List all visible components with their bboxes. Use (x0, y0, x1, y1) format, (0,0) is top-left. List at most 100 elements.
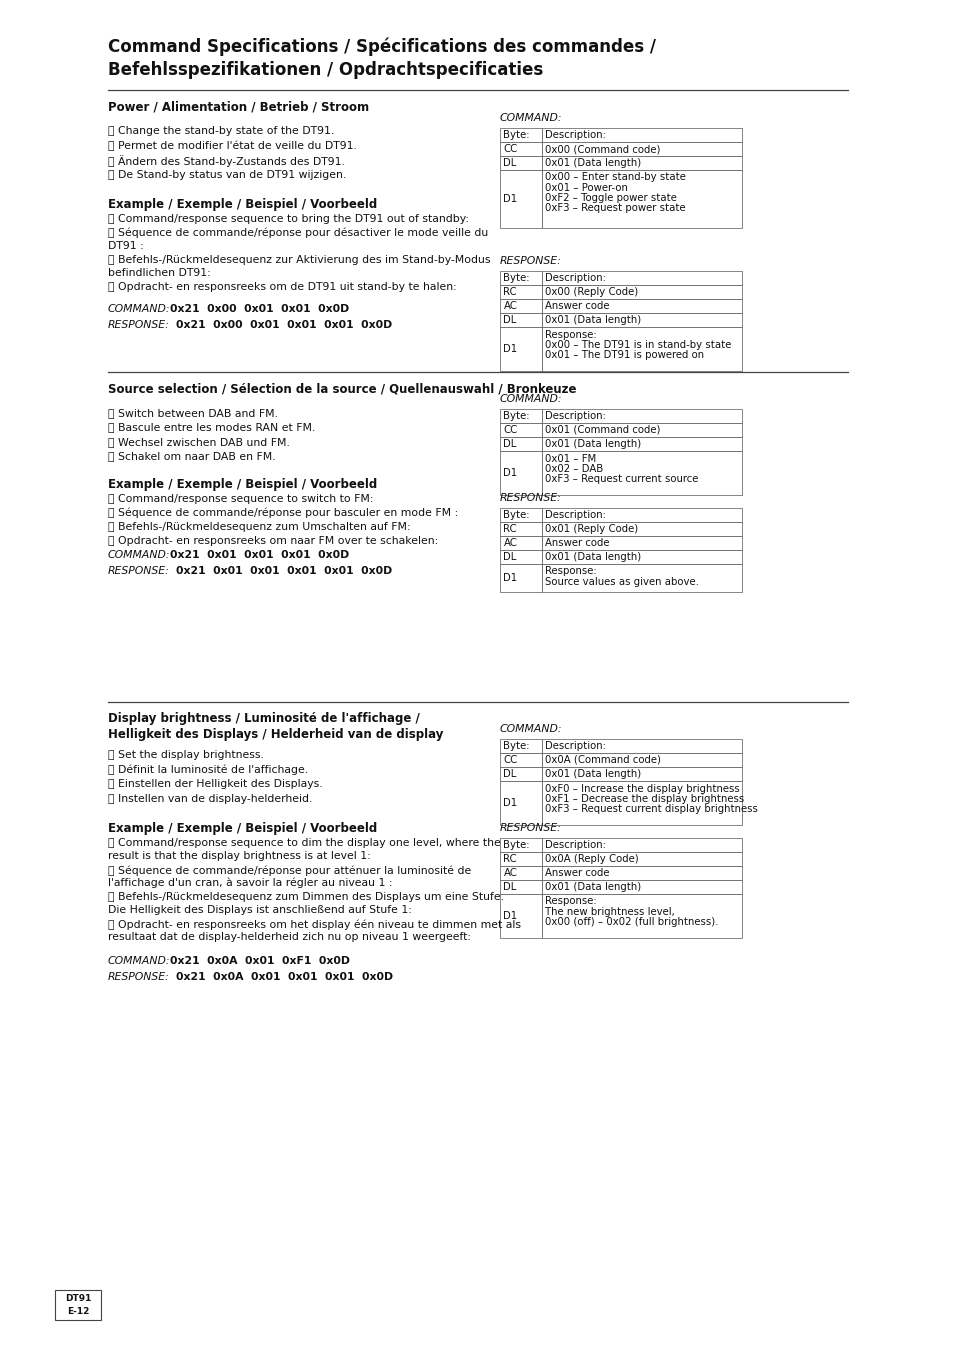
Text: The new brightness level,: The new brightness level, (545, 907, 675, 917)
Bar (499, 327, 541, 371)
Text: 0x01 (Data length): 0x01 (Data length) (545, 882, 641, 892)
Bar (499, 549, 541, 564)
Text: DT91 :: DT91 : (108, 242, 144, 251)
Bar (541, 285, 741, 298)
Text: 0x00 (Reply Code): 0x00 (Reply Code) (545, 288, 639, 297)
Text: ⓞ Switch between DAB and FM.: ⓞ Switch between DAB and FM. (108, 408, 277, 418)
Bar (541, 536, 741, 549)
Bar (499, 782, 541, 825)
Text: ⓓ Wechsel zwischen DAB und FM.: ⓓ Wechsel zwischen DAB und FM. (108, 437, 290, 447)
Bar (499, 865, 541, 880)
Bar (541, 738, 741, 753)
Bar (541, 880, 741, 894)
Text: AC: AC (503, 868, 517, 878)
Bar (541, 327, 741, 371)
Text: ⓓ Ändern des Stand-by-Zustands des DT91.: ⓓ Ändern des Stand-by-Zustands des DT91. (108, 155, 345, 167)
Text: ⓞ Set the display brightness.: ⓞ Set the display brightness. (108, 751, 264, 760)
Bar (541, 170, 741, 228)
Text: ⓝ Opdracht- en responsreeks om de DT91 uit stand-by te halen:: ⓝ Opdracht- en responsreeks om de DT91 u… (108, 282, 456, 292)
Text: 0xF3 – Request current display brightness: 0xF3 – Request current display brightnes… (545, 803, 758, 814)
Text: RC: RC (503, 855, 517, 864)
Text: RC: RC (503, 288, 517, 297)
Text: Byte:: Byte: (503, 273, 530, 284)
Text: RESPONSE:: RESPONSE: (108, 320, 170, 329)
Bar (499, 508, 541, 522)
Text: ⓞ Command/response sequence to switch to FM:: ⓞ Command/response sequence to switch to… (108, 494, 374, 504)
Text: 0x21  0x0A  0x01  0xF1  0x0D: 0x21 0x0A 0x01 0xF1 0x0D (170, 956, 350, 967)
Text: COMMAND:: COMMAND: (499, 113, 562, 123)
Text: ⓕ Définit la luminosité de l'affichage.: ⓕ Définit la luminosité de l'affichage. (108, 764, 308, 775)
Bar (541, 767, 741, 782)
Text: COMMAND:: COMMAND: (499, 724, 562, 734)
Bar (541, 782, 741, 825)
Text: Byte:: Byte: (503, 410, 530, 421)
Text: DL: DL (503, 315, 517, 325)
Bar (541, 894, 741, 938)
Bar (499, 564, 541, 593)
Text: 0x0A (Command code): 0x0A (Command code) (545, 755, 660, 765)
Text: Answer code: Answer code (545, 301, 609, 310)
Text: Die Helligkeit des Displays ist anschließend auf Stufe 1:: Die Helligkeit des Displays ist anschlie… (108, 904, 412, 915)
Text: ⓞ Change the stand-by state of the DT91.: ⓞ Change the stand-by state of the DT91. (108, 126, 334, 136)
Text: Description:: Description: (545, 273, 606, 284)
Text: Description:: Description: (545, 510, 606, 520)
Bar (499, 767, 541, 782)
Bar (499, 536, 541, 549)
Text: Byte:: Byte: (503, 840, 530, 850)
Bar (499, 838, 541, 852)
Text: ⓞ Command/response sequence to bring the DT91 out of standby:: ⓞ Command/response sequence to bring the… (108, 215, 469, 224)
Bar (541, 437, 741, 451)
Bar (541, 451, 741, 495)
Bar (541, 753, 741, 767)
Text: D1: D1 (503, 344, 517, 354)
Text: COMMAND:: COMMAND: (108, 549, 171, 560)
Text: Response:: Response: (545, 329, 597, 339)
Text: befindlichen DT91:: befindlichen DT91: (108, 269, 211, 278)
Bar (541, 423, 741, 437)
Bar (499, 852, 541, 865)
Text: RESPONSE:: RESPONSE: (499, 824, 561, 833)
Bar (541, 865, 741, 880)
Bar (499, 880, 541, 894)
Text: DL: DL (503, 158, 517, 167)
Text: RESPONSE:: RESPONSE: (499, 493, 561, 504)
Bar (541, 522, 741, 536)
Text: DL: DL (503, 552, 517, 562)
Text: ⓝ De Stand-by status van de DT91 wijzigen.: ⓝ De Stand-by status van de DT91 wijzige… (108, 170, 346, 180)
Bar (499, 285, 541, 298)
Text: ⓕ Permet de modifier l'état de veille du DT91.: ⓕ Permet de modifier l'état de veille du… (108, 140, 356, 151)
Text: 0x02 – DAB: 0x02 – DAB (545, 463, 603, 474)
Bar (499, 423, 541, 437)
Text: COMMAND:: COMMAND: (499, 394, 562, 404)
Bar (499, 522, 541, 536)
Text: Answer code: Answer code (545, 539, 609, 548)
Bar (541, 157, 741, 170)
Text: Byte:: Byte: (503, 130, 530, 140)
Text: 0x01 (Data length): 0x01 (Data length) (545, 439, 641, 450)
Bar (541, 409, 741, 423)
Bar (541, 852, 741, 865)
Text: CC: CC (503, 144, 517, 154)
Bar (541, 564, 741, 593)
Text: ⓕ Séquence de commande/réponse pour basculer en mode FM :: ⓕ Séquence de commande/réponse pour basc… (108, 508, 457, 518)
Text: Display brightness / Luminosité de l'affichage /
Helligkeit des Displays / Helde: Display brightness / Luminosité de l'aff… (108, 711, 443, 741)
Text: 0x01 (Command code): 0x01 (Command code) (545, 425, 660, 435)
Text: ⓝ Instellen van de display-helderheid.: ⓝ Instellen van de display-helderheid. (108, 794, 312, 803)
Text: 0x00 – The DT91 is in stand-by state: 0x00 – The DT91 is in stand-by state (545, 340, 731, 350)
Text: 0x00 (Command code): 0x00 (Command code) (545, 144, 660, 154)
Text: 0x00 – Enter stand-by state: 0x00 – Enter stand-by state (545, 173, 685, 182)
Bar (499, 894, 541, 938)
Bar (499, 298, 541, 313)
Text: 0x01 (Data length): 0x01 (Data length) (545, 315, 641, 325)
Bar (541, 549, 741, 564)
Bar (499, 128, 541, 142)
Text: ⓓ Befehls-/Rückmeldesequenz zur Aktivierung des im Stand-by-Modus: ⓓ Befehls-/Rückmeldesequenz zur Aktivier… (108, 255, 490, 265)
Text: 0x21  0x01  0x01  0x01  0x01  0x0D: 0x21 0x01 0x01 0x01 0x01 0x0D (175, 566, 392, 576)
Text: 0x00 (off) – 0x02 (full brightness).: 0x00 (off) – 0x02 (full brightness). (545, 917, 719, 926)
Text: 0x21  0x01  0x01  0x01  0x0D: 0x21 0x01 0x01 0x01 0x0D (170, 549, 349, 560)
Bar (499, 451, 541, 495)
Text: ⓓ Einstellen der Helligkeit des Displays.: ⓓ Einstellen der Helligkeit des Displays… (108, 779, 322, 788)
Bar (499, 753, 541, 767)
Text: ⓕ Bascule entre les modes RAN et FM.: ⓕ Bascule entre les modes RAN et FM. (108, 423, 315, 432)
Text: 0x01 (Reply Code): 0x01 (Reply Code) (545, 524, 639, 535)
